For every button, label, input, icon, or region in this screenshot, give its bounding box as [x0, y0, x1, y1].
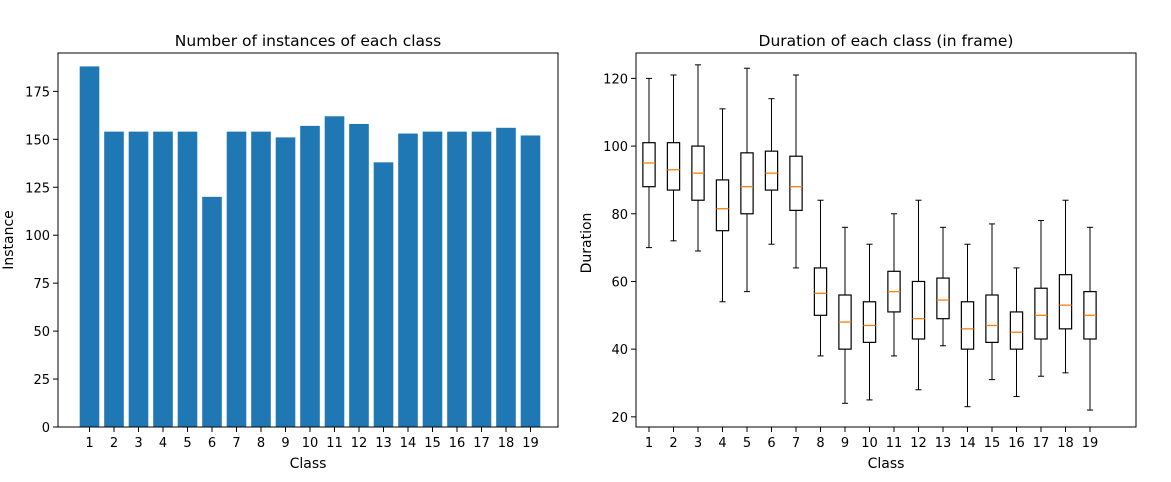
y-tick-label: 75 [33, 277, 50, 292]
y-tick-label: 100 [25, 229, 50, 244]
x-tick-label: 17 [1033, 436, 1050, 451]
y-tick-label: 80 [611, 208, 628, 223]
x-tick-label: 3 [134, 436, 142, 451]
box-plot-axes-frame [635, 52, 1137, 428]
box [1034, 287, 1048, 340]
x-tick-label: 13 [935, 436, 952, 451]
box [740, 152, 754, 215]
box-plot-ylabel: Duration [579, 213, 595, 274]
box [1009, 311, 1024, 350]
box [960, 301, 975, 350]
x-tick-label: 7 [792, 436, 800, 451]
x-tick-label: 19 [1082, 436, 1099, 451]
y-tick-label: 50 [33, 325, 50, 340]
x-tick-label: 9 [281, 436, 289, 451]
box [666, 142, 681, 191]
x-tick-label: 5 [183, 436, 191, 451]
y-tick-label: 100 [603, 140, 628, 155]
bar [275, 137, 296, 427]
y-tick-label: 25 [33, 373, 50, 388]
x-tick-label: 6 [767, 436, 775, 451]
x-tick-label: 4 [159, 436, 167, 451]
bar-chart-title: Number of instances of each class [175, 32, 441, 50]
bar [349, 123, 369, 427]
box [715, 179, 730, 232]
x-tick-label: 12 [910, 436, 927, 451]
y-tick-label: 125 [25, 181, 50, 196]
bar [398, 133, 418, 428]
x-tick-label: 11 [886, 436, 903, 451]
x-tick-label: 15 [984, 436, 1001, 451]
box [789, 155, 803, 211]
box-plot-xlabel: Class [868, 456, 905, 472]
bar-chart-ylabel: Instance [1, 210, 17, 270]
x-tick-label: 2 [110, 436, 118, 451]
bar [422, 131, 443, 427]
y-tick-label: 120 [603, 72, 628, 87]
bar [79, 66, 100, 427]
x-tick-label: 13 [375, 436, 392, 451]
x-tick-label: 14 [959, 436, 976, 451]
bar [373, 162, 394, 428]
box-plot-title: Duration of each class (in frame) [759, 32, 1014, 50]
bar [251, 131, 271, 427]
bar [104, 131, 124, 427]
box [936, 277, 950, 320]
y-tick-label: 40 [611, 343, 628, 358]
bar [300, 125, 320, 427]
x-tick-label: 19 [522, 436, 539, 451]
box [1058, 274, 1073, 330]
bar [471, 131, 492, 427]
box [813, 267, 828, 316]
bar [177, 131, 198, 427]
x-tick-label: 6 [208, 436, 216, 451]
bar [128, 131, 149, 427]
bar-chart-axes-frame [57, 52, 559, 428]
bar [520, 135, 541, 427]
bar-chart-xlabel: Class [290, 456, 327, 472]
y-tick-label: 175 [25, 85, 50, 100]
box [764, 150, 779, 191]
bar [202, 196, 222, 427]
box [862, 301, 877, 343]
box-plot-panel: Duration of each class (in frame) Durati… [579, 32, 1137, 472]
x-tick-label: 16 [1008, 436, 1025, 451]
bar [496, 127, 516, 428]
x-tick-label: 10 [861, 436, 878, 451]
x-tick-label: 18 [498, 436, 515, 451]
x-tick-label: 14 [400, 436, 417, 451]
x-tick-label: 16 [449, 436, 466, 451]
y-tick-label: 60 [611, 275, 628, 290]
x-tick-label: 15 [424, 436, 441, 451]
x-tick-label: 5 [743, 436, 751, 451]
x-tick-label: 18 [1057, 436, 1074, 451]
x-tick-label: 10 [302, 436, 319, 451]
x-tick-label: 4 [718, 436, 726, 451]
box [985, 294, 999, 343]
x-tick-label: 17 [473, 436, 490, 451]
bar [153, 131, 173, 427]
box [911, 280, 926, 340]
x-tick-label: 7 [232, 436, 240, 451]
x-tick-label: 1 [645, 436, 653, 451]
x-tick-label: 2 [669, 436, 677, 451]
x-tick-label: 8 [257, 436, 265, 451]
x-tick-label: 3 [694, 436, 702, 451]
bar [226, 131, 247, 427]
bar-chart-panel: Number of instances of each class Instan… [1, 32, 559, 472]
y-tick-label: 20 [611, 411, 628, 426]
y-tick-label: 0 [42, 421, 50, 436]
x-tick-label: 8 [816, 436, 824, 451]
bar [447, 131, 467, 427]
x-tick-label: 9 [841, 436, 849, 451]
y-tick-label: 150 [25, 133, 50, 148]
box [642, 142, 656, 188]
x-tick-label: 12 [351, 436, 368, 451]
bar [324, 116, 345, 428]
x-tick-label: 11 [326, 436, 343, 451]
x-tick-label: 1 [85, 436, 93, 451]
